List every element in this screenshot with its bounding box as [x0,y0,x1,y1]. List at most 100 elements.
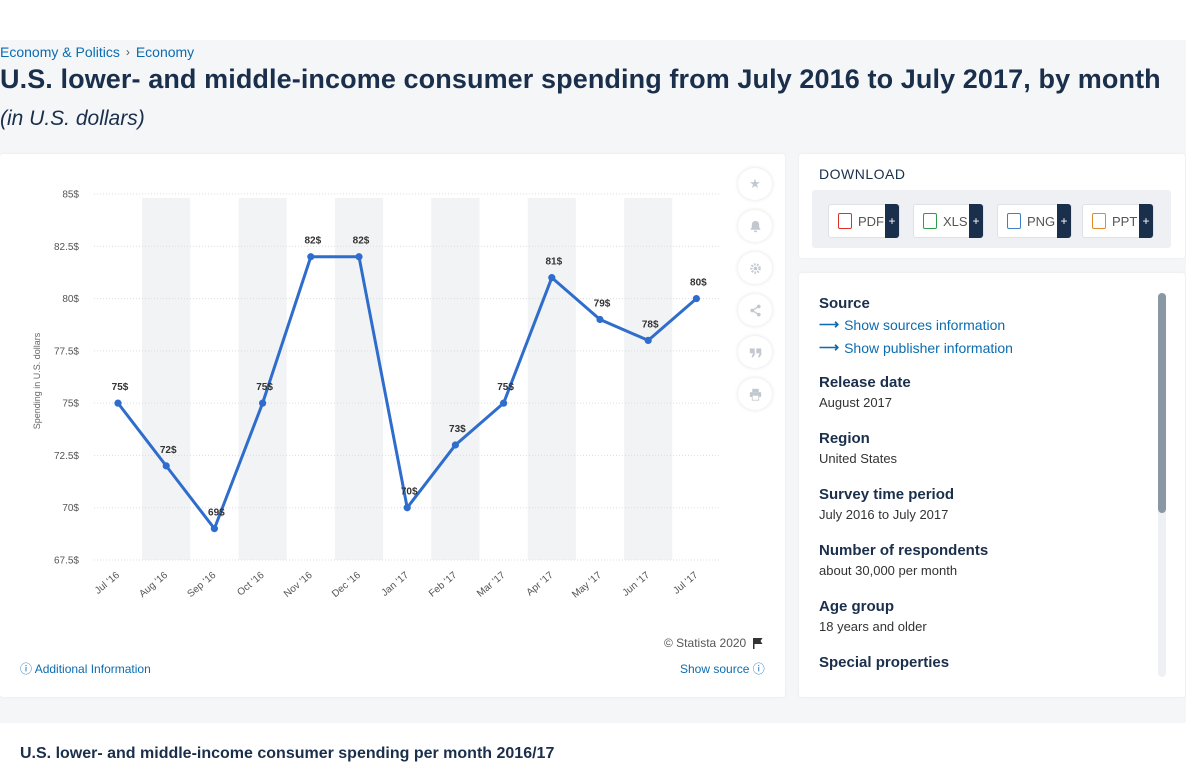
x-tick-label: Apr '17 [525,570,556,599]
data-point [644,336,652,344]
show-publisher-label: Show publisher information [844,339,1013,356]
x-tick-label: Dec '16 [330,570,363,600]
pdf-file-icon [838,213,852,229]
column-band [527,198,576,560]
data-point [500,399,508,407]
info-scrollbar[interactable] [1158,293,1166,677]
x-tick-label: Jun '17 [621,570,653,599]
x-tick-label: Nov '16 [282,570,315,600]
column-band [334,198,384,560]
plus-icon: + [1057,204,1071,238]
download-card: DOWNLOAD PDF + XLS + PNG + PPT + [799,154,1185,258]
y-tick-label: 80$ [62,294,79,305]
x-tick-label: Aug '16 [137,570,170,600]
info-icon: ⓘ [752,662,765,676]
x-tick-label: Jan '17 [380,570,412,599]
arrow-right-icon: ⟶ [819,316,840,332]
release-date-value: August 2017 [819,395,893,410]
y-tick-label: 70$ [62,503,79,514]
survey-period-value: July 2016 to July 2017 [819,507,949,522]
respondents-heading: Number of respondents [819,542,989,559]
x-tick-label: Jul '16 [93,570,122,597]
info-content: Source ⟶ Show sources information ⟶ Show… [819,295,1149,675]
data-point [210,525,218,533]
png-file-icon [1007,213,1021,229]
data-label: 70$ [401,487,418,498]
download-pdf-button[interactable]: PDF + [828,204,900,238]
respondents-value: about 30,000 per month [819,563,958,578]
line-chart: 85$ 82.5$ 80$ 77.5$ 75$ 72.5$ 70$ 67.5$ Spending… [32,190,721,601]
data-point [692,294,701,303]
data-label: 81$ [545,257,562,268]
show-source-label: Show source [680,662,750,676]
data-label: 80$ [690,278,707,289]
x-tick-label: Feb '17 [427,570,460,600]
data-label: 69$ [208,508,225,519]
x-tick-label: Jul '17 [671,570,700,597]
data-label: 75$ [112,382,129,393]
column-band [142,198,191,560]
release-date-heading: Release date [819,374,911,391]
region-value: United States [819,451,898,466]
region-heading: Region [819,430,870,447]
page-subtitle: (in U.S. dollars) [0,107,145,130]
chart-card: 85$ 82.5$ 80$ 77.5$ 75$ 72.5$ 70$ 67.5$ Spending… [0,154,785,697]
info-icon: ⓘ [20,662,33,676]
data-label: 75$ [497,382,514,393]
data-label: 79$ [594,298,611,309]
pdf-label: PDF [858,213,884,229]
plus-icon: + [969,204,983,238]
x-tick-label: May '17 [570,570,604,601]
star-icon[interactable]: ★ [738,168,772,200]
special-properties-heading: Special properties [819,654,950,671]
info-scrollbar-thumb[interactable] [1158,293,1166,513]
y-tick-label: 77.5$ [54,346,79,357]
show-publisher-link[interactable]: ⟶ Show publisher information [819,339,1149,356]
data-point [259,399,267,407]
additional-information-link[interactable]: ⓘ Additional Information [20,660,151,677]
x-tick-label: Sep '16 [186,570,219,600]
y-tick-label: 72.5$ [54,451,79,462]
quote-icon[interactable] [738,336,772,368]
gear-icon[interactable] [738,252,772,284]
statistic-info-card: Source ⟶ Show sources information ⟶ Show… [799,273,1185,697]
column-band [624,198,673,560]
print-icon[interactable] [738,378,772,410]
plus-icon: + [1139,204,1153,238]
data-point [403,504,411,512]
show-sources-link[interactable]: ⟶ Show sources information [819,316,1149,333]
chart-tools: ★ [738,168,772,410]
download-xls-button[interactable]: XLS + [913,204,984,238]
related-statistic-card: U.S. lower- and middle-income consumer s… [0,723,1186,783]
download-png-button[interactable]: PNG + [997,204,1072,238]
credit-text: © Statista 2020 [664,636,747,650]
related-statistic-title[interactable]: U.S. lower- and middle-income consumer s… [20,745,555,762]
show-source-link[interactable]: Show source ⓘ [680,660,765,677]
bell-icon[interactable] [738,210,772,242]
flag-icon[interactable] [752,637,764,649]
y-axis-label: Spending in U.S. dollars [32,332,42,429]
data-label: 72$ [160,445,177,456]
xls-file-icon [923,213,937,229]
x-tick-label: Mar '17 [475,570,508,600]
breadcrumb-economy[interactable]: Economy [135,44,195,60]
plus-icon: + [885,204,899,238]
xls-label: XLS [943,213,968,229]
data-point [355,253,363,261]
y-tick-label: 85$ [62,190,79,201]
breadcrumb: Economy & Politics › Economy [0,44,194,60]
data-label: 82$ [353,236,370,247]
data-point [114,399,122,407]
data-label: 73$ [449,424,466,435]
data-point [307,253,315,261]
data-point [162,462,170,470]
png-label: PNG [1027,213,1056,229]
share-icon[interactable] [738,294,772,326]
additional-information-label: Additional Information [34,662,151,676]
column-band [431,198,480,560]
statista-credit: © Statista 2020 [664,636,764,650]
ppt-label: PPT [1112,213,1138,229]
download-ppt-button[interactable]: PPT + [1082,204,1154,238]
y-tick-label: 67.5$ [54,556,79,567]
breadcrumb-economy-politics[interactable]: Economy & Politics [0,44,120,60]
